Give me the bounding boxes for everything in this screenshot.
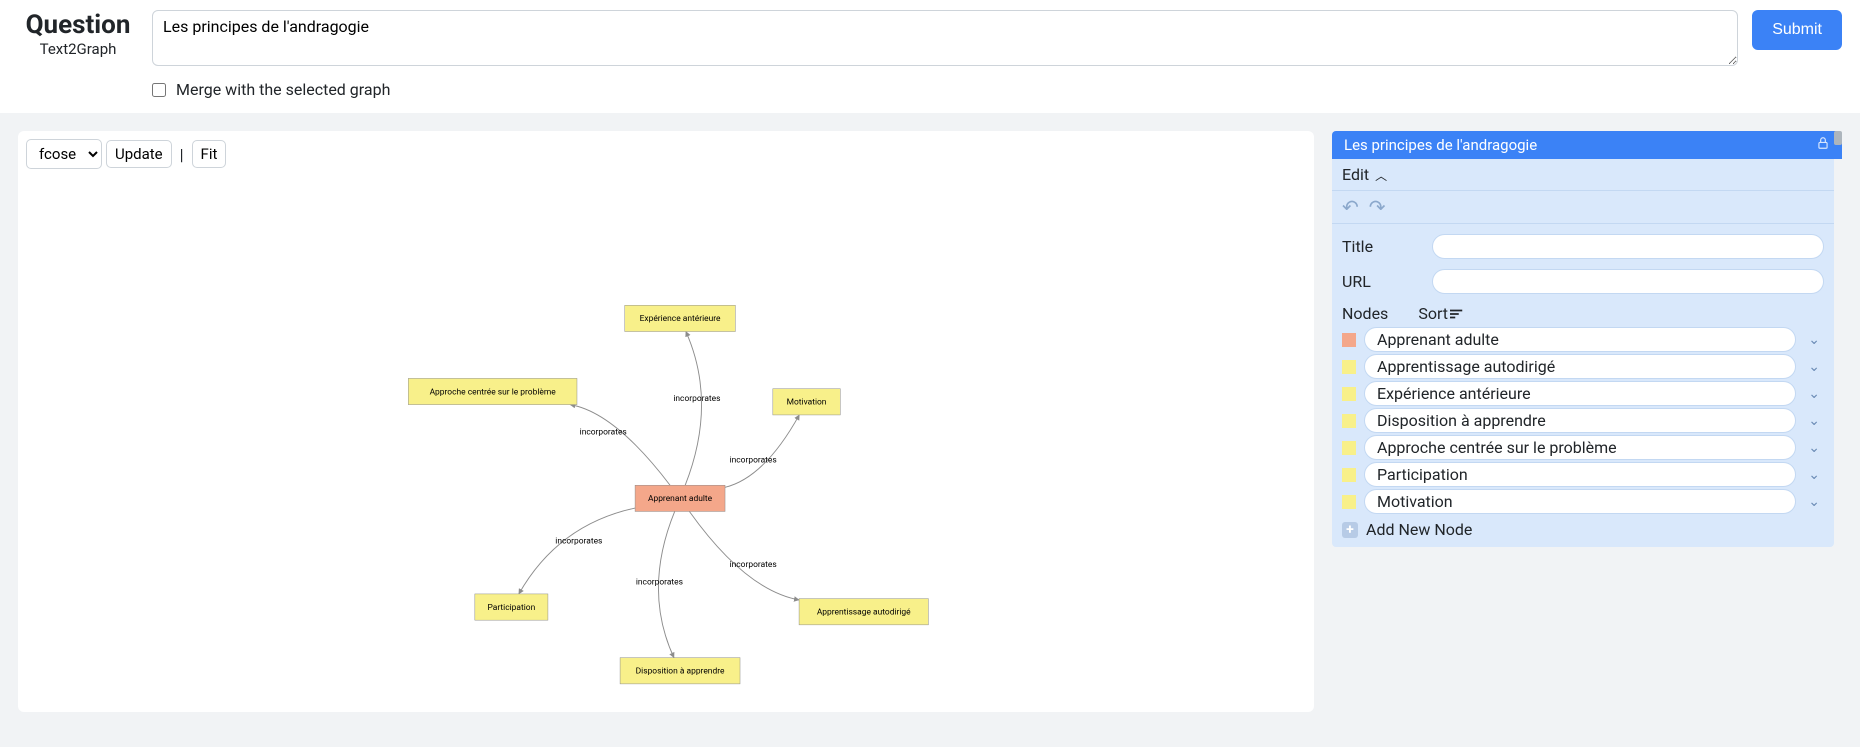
node-color-swatch — [1342, 441, 1356, 455]
side-panel: Les principes de l'andragogie Edit ︿ ↶ ↷… — [1332, 131, 1842, 712]
node-list-item[interactable]: Apprenant adulte ⌄ — [1342, 327, 1824, 352]
node-color-swatch — [1342, 360, 1356, 374]
title-input[interactable] — [1432, 234, 1824, 259]
merge-label: Merge with the selected graph — [176, 80, 390, 99]
page-title: Question — [18, 10, 138, 40]
canvas-toolbar: fcose Update | Fit — [26, 139, 226, 169]
lock-icon[interactable] — [1816, 136, 1830, 154]
merge-checkbox[interactable] — [152, 83, 166, 97]
graph-node-label: Approche centrée sur le problème — [430, 387, 557, 397]
update-button[interactable]: Update — [106, 140, 172, 168]
node-label: Expérience antérieure — [1364, 381, 1796, 406]
node-color-swatch — [1342, 468, 1356, 482]
graph-edge-label: incorporates — [636, 578, 683, 588]
node-label: Disposition à apprendre — [1364, 408, 1796, 433]
node-label: Apprentissage autodirigé — [1364, 354, 1796, 379]
graph-node-label: Motivation — [787, 398, 827, 408]
node-list-item[interactable]: Disposition à apprendre ⌄ — [1342, 408, 1824, 433]
url-input[interactable] — [1432, 269, 1824, 294]
panel-header: Les principes de l'andragogie — [1332, 131, 1842, 159]
title-block: Question Text2Graph — [18, 10, 138, 58]
node-color-swatch — [1342, 333, 1356, 347]
node-list-item[interactable]: Motivation ⌄ — [1342, 489, 1824, 514]
graph-edge-label: incorporates — [730, 456, 777, 466]
graph-node-label: Apprentissage autodirigé — [817, 608, 911, 618]
sort-icon — [1450, 308, 1464, 320]
edit-toggle[interactable]: Edit ︿ — [1332, 159, 1834, 191]
graph-edge-label: incorporates — [555, 536, 602, 546]
toolbar-separator: | — [176, 145, 188, 164]
nodes-heading: Nodes — [1342, 304, 1388, 323]
panel-title: Les principes de l'andragogie — [1344, 136, 1537, 154]
node-list-item[interactable]: Apprentissage autodirigé ⌄ — [1342, 354, 1824, 379]
undo-icon[interactable]: ↶ — [1342, 195, 1359, 219]
sort-button[interactable]: Sort — [1418, 304, 1464, 323]
graph-edge[interactable] — [519, 508, 635, 594]
node-color-swatch — [1342, 495, 1356, 509]
node-label: Apprenant adulte — [1364, 327, 1796, 352]
question-input[interactable] — [152, 10, 1738, 66]
node-label: Motivation — [1364, 489, 1796, 514]
node-list-item[interactable]: Expérience antérieure ⌄ — [1342, 381, 1824, 406]
graph-node-label: Apprenant adulte — [648, 494, 713, 504]
node-color-swatch — [1342, 387, 1356, 401]
node-label: Participation — [1364, 462, 1796, 487]
submit-button[interactable]: Submit — [1752, 10, 1842, 50]
chevron-down-icon[interactable]: ⌄ — [1804, 332, 1824, 348]
graph-edge[interactable] — [725, 415, 799, 487]
chevron-down-icon[interactable]: ⌄ — [1804, 413, 1824, 429]
chevron-down-icon[interactable]: ⌄ — [1804, 467, 1824, 483]
chevron-down-icon[interactable]: ⌄ — [1804, 494, 1824, 510]
fit-button[interactable]: Fit — [192, 140, 227, 168]
add-node-button[interactable]: + Add New Node — [1332, 516, 1834, 539]
title-label: Title — [1342, 237, 1422, 256]
page-subtitle: Text2Graph — [18, 40, 138, 58]
graph-edge-label: incorporates — [730, 560, 777, 570]
chevron-down-icon[interactable]: ⌄ — [1804, 440, 1824, 456]
graph-svg[interactable]: incorporates incorporates incorporates inco… — [18, 131, 1314, 712]
graph-node-label: Expérience antérieure — [640, 314, 721, 324]
undo-redo-row: ↶ ↷ — [1332, 191, 1834, 224]
chevron-down-icon[interactable]: ⌄ — [1804, 359, 1824, 375]
node-color-swatch — [1342, 414, 1356, 428]
graph-canvas-panel: fcose Update | Fit incorporatesincorpora… — [18, 131, 1314, 712]
layout-select[interactable]: fcose — [26, 139, 102, 169]
node-list: Apprenant adulte⌄Apprentissage autodirig… — [1332, 327, 1834, 514]
question-section: Question Text2Graph Submit Merge with th… — [0, 0, 1860, 113]
graph-edge[interactable] — [685, 332, 701, 486]
graph-edge-label: incorporates — [673, 394, 720, 404]
graph-node-label: Participation — [488, 603, 536, 613]
redo-icon[interactable]: ↷ — [1369, 195, 1386, 219]
graph-edge[interactable] — [689, 511, 799, 599]
node-label: Approche centrée sur le problème — [1364, 435, 1796, 460]
url-label: URL — [1342, 272, 1422, 291]
chevron-up-icon: ︿ — [1375, 169, 1387, 183]
chevron-down-icon[interactable]: ⌄ — [1804, 386, 1824, 402]
plus-icon: + — [1342, 522, 1358, 538]
node-list-item[interactable]: Participation ⌄ — [1342, 462, 1824, 487]
graph-edge[interactable] — [570, 405, 670, 486]
node-list-item[interactable]: Approche centrée sur le problème ⌄ — [1342, 435, 1824, 460]
graph-edge-label: incorporates — [580, 428, 627, 438]
scrollbar-thumb[interactable] — [1834, 131, 1842, 145]
graph-node-label: Disposition à apprendre — [636, 667, 725, 677]
